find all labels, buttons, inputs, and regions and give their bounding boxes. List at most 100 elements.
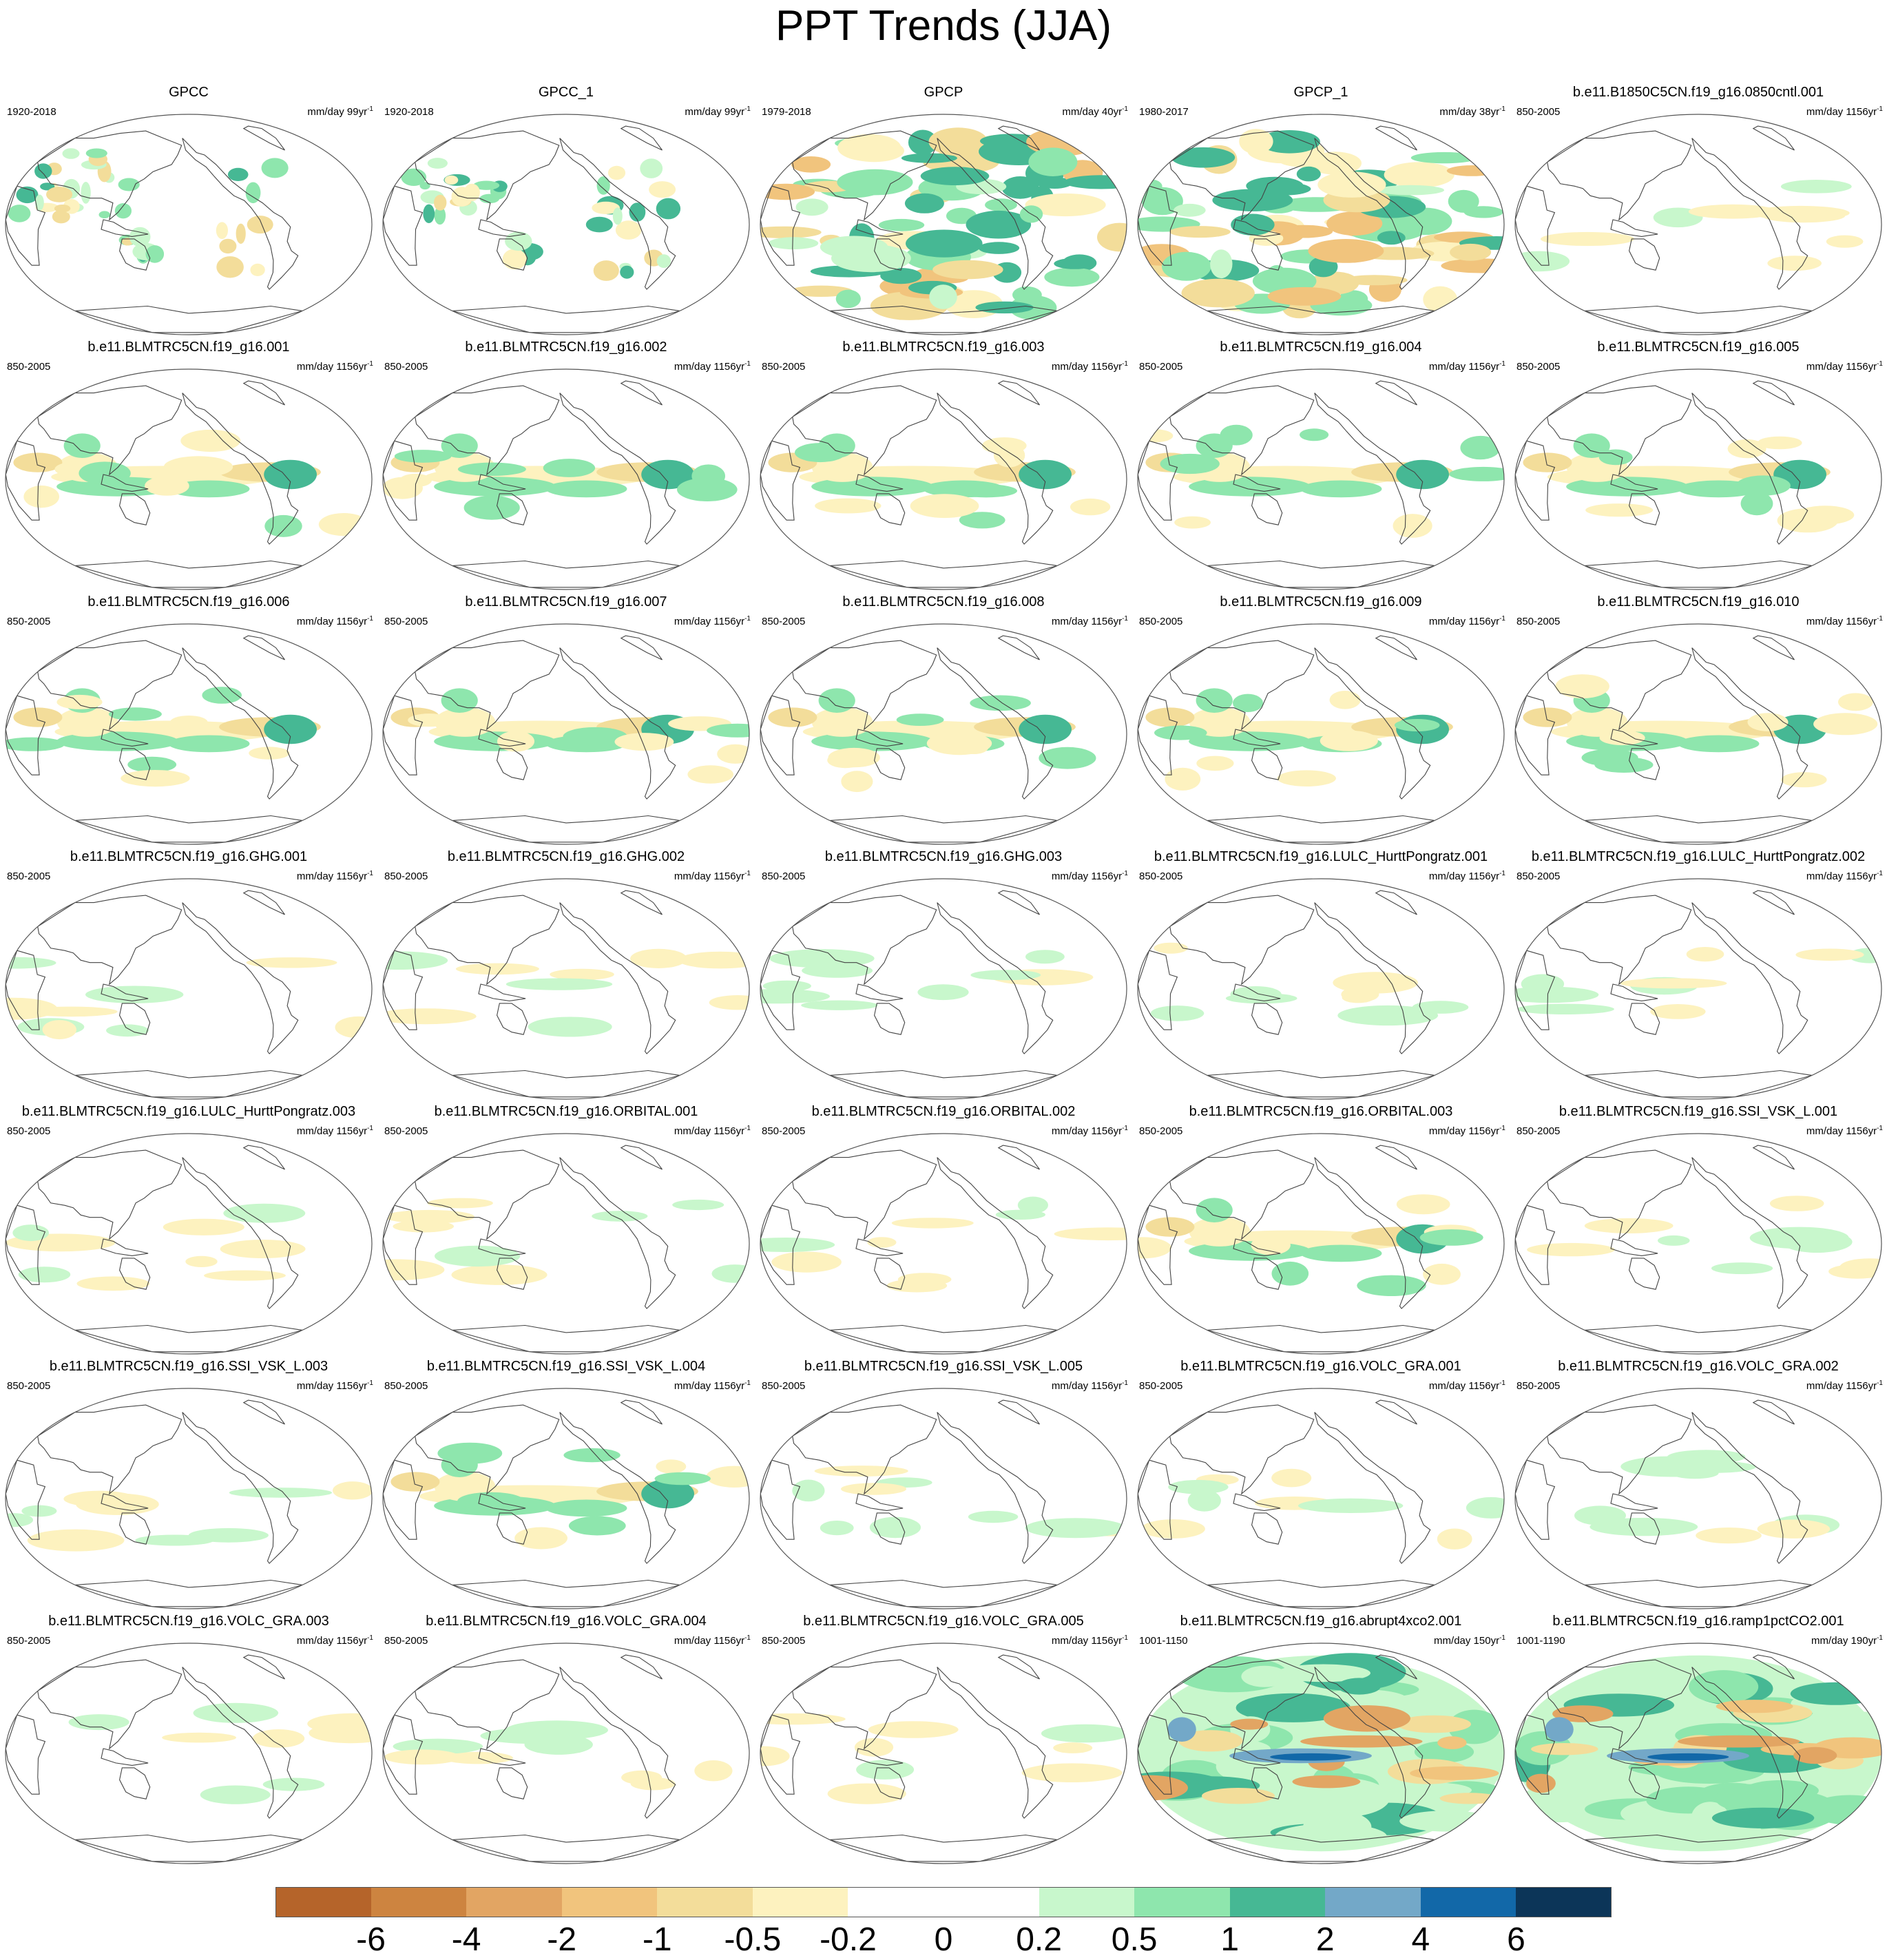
map-background — [1515, 114, 1881, 335]
trend-cell — [1342, 992, 1375, 1003]
coastline-greenland — [242, 1654, 285, 1680]
panel-units-text: mm/day 1156yr — [1806, 616, 1877, 627]
trend-cell — [1154, 942, 1188, 954]
coastline-indonesia — [478, 1493, 526, 1511]
map-panel: b.e11.BLMTRC5CN.f19_g16.003 850-2005 mm/da… — [755, 339, 1132, 594]
coastline-africa — [1138, 185, 1178, 266]
trend-cell — [1333, 972, 1418, 994]
trend-cell — [841, 771, 873, 793]
panel-units-exponent: -1 — [744, 1634, 751, 1642]
trend-cell — [1527, 1242, 1615, 1257]
coastline-greenland — [242, 1145, 285, 1170]
coastline-americas — [182, 1157, 299, 1309]
trend-cell — [966, 210, 1032, 239]
map-outline — [382, 1133, 750, 1355]
coastline-antarctica — [829, 1324, 1058, 1353]
trend-cell — [480, 1727, 587, 1744]
trend-cell — [568, 1516, 626, 1536]
coastline-africa — [760, 1459, 801, 1540]
panel-units-exponent: -1 — [1122, 1125, 1128, 1132]
panel-units: mm/day 1156yr-1 — [297, 613, 373, 628]
trend-cell — [607, 165, 626, 180]
trend-cell — [596, 176, 610, 195]
trend-cell — [1233, 694, 1263, 712]
trend-cell — [1165, 767, 1201, 791]
trend-cell — [457, 462, 526, 476]
map-background — [1515, 1388, 1881, 1609]
panel-units: mm/day 1156yr-1 — [1052, 358, 1128, 373]
panel-units: mm/day 1156yr-1 — [297, 1123, 373, 1138]
coastline-antarctica — [1207, 1834, 1435, 1862]
coastline-antarctica — [1207, 1070, 1435, 1098]
colorbar-box — [371, 1887, 467, 1917]
panel-units-text: mm/day 99yr — [685, 106, 745, 118]
map-panel: b.e11.BLMTRC5CN.f19_g16.007 850-2005 mm/da… — [377, 594, 755, 848]
map-outline — [1514, 878, 1882, 1100]
panel-title: b.e11.BLMTRC5CN.f19_g16.001 — [87, 340, 290, 355]
map-background — [1515, 1134, 1881, 1354]
panel-units: mm/day 1156yr-1 — [1806, 613, 1883, 628]
panel-title: b.e11.BLMTRC5CN.f19_g16.ORBITAL.001 — [434, 1104, 698, 1119]
trend-cell — [434, 206, 446, 225]
panel-units-text: mm/day 1156yr — [1428, 1125, 1500, 1137]
map-panel: b.e11.BLMTRC5CN.f19_g16.008 850-2005 mm/da… — [755, 594, 1132, 848]
trend-cell — [444, 175, 459, 185]
coastline-indonesia — [1610, 1748, 1658, 1766]
coastline-antarctica — [452, 305, 680, 333]
panel-units-text: mm/day 40yr — [1062, 106, 1123, 118]
coastline-indonesia — [101, 474, 149, 492]
panel-units: mm/day 150yr-1 — [1434, 1632, 1505, 1647]
coastline-eurasia — [1547, 1659, 1692, 1750]
map-panel: b.e11.BLMTRC5CN.f19_g16.LULC_HurttPongra… — [0, 1103, 377, 1358]
coastline-eurasia — [1169, 1404, 1315, 1495]
panel-units: mm/day 1156yr-1 — [1429, 613, 1505, 628]
coastline-greenland — [997, 635, 1040, 660]
coastline-australia — [1629, 238, 1660, 271]
trend-cell — [85, 986, 184, 1003]
trend-cell — [42, 1020, 76, 1040]
coastline-eurasia — [1169, 130, 1315, 221]
panel-units: mm/day 1156yr-1 — [1429, 1123, 1505, 1138]
panel-period: 850-2005 — [384, 1380, 428, 1392]
trend-cell — [98, 211, 111, 218]
map-panel: GPCP_1 1980-2017 mm/day 38yr-1 — [1132, 84, 1510, 339]
coastline-australia — [1629, 1258, 1660, 1290]
panel-units-exponent: -1 — [744, 615, 751, 623]
trend-cell — [1552, 1705, 1614, 1722]
trend-cell — [1271, 1261, 1309, 1286]
trend-cell — [815, 498, 882, 514]
trend-cell — [620, 265, 634, 279]
panel-units-text: mm/day 1156yr — [674, 1380, 745, 1392]
trend-cell — [677, 477, 738, 501]
map-svg — [1514, 623, 1882, 845]
coastline-americas — [559, 1412, 676, 1564]
coastline-africa — [383, 440, 424, 521]
trend-cell — [1230, 986, 1282, 1003]
panel-units-text: mm/day 38yr — [1439, 106, 1500, 118]
coastline-americas — [559, 138, 676, 290]
colorbar-box — [752, 1887, 848, 1917]
trend-cell — [641, 1479, 694, 1509]
panel-period: 850-2005 — [384, 1125, 428, 1137]
coastline-antarctica — [74, 1070, 303, 1098]
coastline-africa — [1515, 1205, 1556, 1285]
coastline-antarctica — [829, 1579, 1058, 1607]
trend-cell — [768, 237, 819, 250]
trend-cell — [1298, 1498, 1404, 1513]
coastline-americas — [937, 1157, 1054, 1309]
panel-period: 850-2005 — [1139, 1380, 1183, 1392]
colorbar-tick-label: -2 — [547, 1921, 577, 1958]
panel-units: mm/day 1156yr-1 — [297, 1632, 373, 1647]
panel-period: 1001-1190 — [1516, 1635, 1565, 1647]
trend-cell — [1277, 770, 1336, 786]
coastline-australia — [874, 238, 906, 271]
trend-cell — [390, 1472, 440, 1492]
trend-cell — [1516, 1003, 1614, 1014]
coastline-indonesia — [1610, 1238, 1658, 1256]
panel-units-text: mm/day 99yr — [307, 106, 368, 118]
panel-period: 850-2005 — [762, 616, 806, 627]
coastline-africa — [760, 950, 801, 1030]
panel-units-text: mm/day 1156yr — [1806, 1380, 1877, 1392]
panel-title: b.e11.BLMTRC5CN.f19_g16.SSI_VSK_L.003 — [49, 1359, 329, 1374]
trend-cell — [831, 244, 911, 273]
